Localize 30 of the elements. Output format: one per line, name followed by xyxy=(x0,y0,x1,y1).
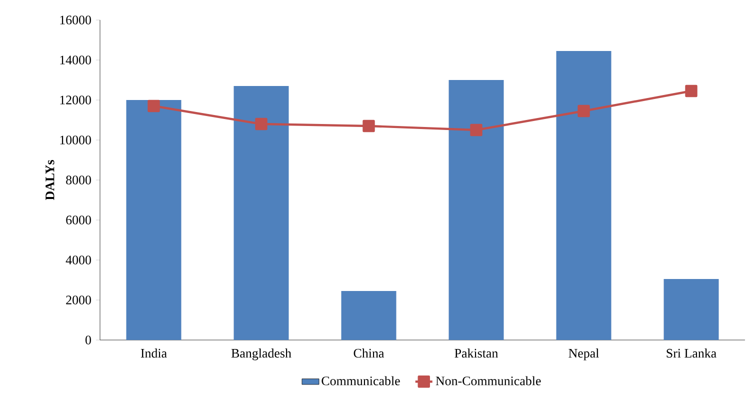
bar xyxy=(341,291,396,340)
y-tick-label: 0 xyxy=(86,336,91,344)
point xyxy=(685,84,698,98)
y-tick-label: 14000 xyxy=(60,56,91,64)
y-tick-label: 2000 xyxy=(66,296,91,304)
legend-label: Communicable xyxy=(322,376,400,386)
point xyxy=(470,124,482,136)
y-tick-label: 16000 xyxy=(60,16,91,24)
x-tick-label: Pakistan xyxy=(454,348,498,358)
bar xyxy=(448,80,504,340)
y-tick-label: 12000 xyxy=(60,96,91,104)
point xyxy=(148,100,160,112)
bar xyxy=(664,279,719,340)
x-tick-label: Sri Lanka xyxy=(666,348,716,358)
x-tick-label: India xyxy=(140,348,167,358)
bar xyxy=(126,100,182,340)
legend-label: Non-Communicable xyxy=(436,376,541,386)
x-tick-label: Nepal xyxy=(568,348,599,360)
point xyxy=(362,120,375,132)
bar xyxy=(234,86,289,340)
y-axis-title: DALYs xyxy=(46,160,54,200)
x-tick-label: Bangladesh xyxy=(231,348,292,360)
bar xyxy=(556,50,612,340)
point xyxy=(578,104,590,118)
y-tick-label: 4000 xyxy=(66,256,91,264)
x-tick-label: China xyxy=(354,348,384,358)
y-tick-label: 10000 xyxy=(60,136,91,144)
point xyxy=(255,118,268,130)
y-tick-label: 6000 xyxy=(66,216,91,224)
y-tick-label: 8000 xyxy=(66,176,91,184)
